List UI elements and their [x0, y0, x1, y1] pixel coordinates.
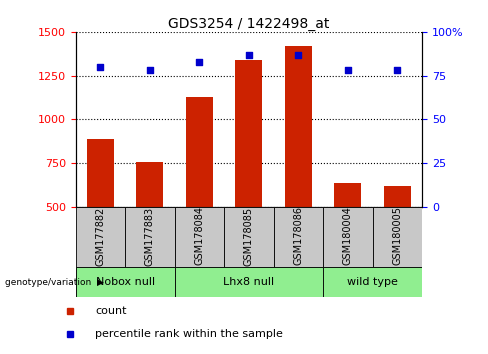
FancyBboxPatch shape — [373, 207, 422, 267]
Text: GSM178085: GSM178085 — [244, 206, 254, 266]
Point — [196, 59, 203, 64]
Text: GSM178086: GSM178086 — [293, 206, 304, 266]
Bar — [235, 60, 263, 207]
FancyBboxPatch shape — [76, 207, 125, 267]
Text: Nobox null: Nobox null — [96, 277, 155, 287]
FancyBboxPatch shape — [175, 267, 323, 297]
FancyBboxPatch shape — [125, 207, 175, 267]
Title: GDS3254 / 1422498_at: GDS3254 / 1422498_at — [168, 17, 329, 31]
Point — [97, 64, 104, 70]
FancyBboxPatch shape — [76, 267, 422, 297]
FancyBboxPatch shape — [175, 207, 224, 267]
Text: genotype/variation  ▶: genotype/variation ▶ — [5, 278, 104, 287]
FancyBboxPatch shape — [274, 207, 323, 267]
Bar — [285, 46, 312, 207]
Bar — [334, 183, 362, 207]
FancyBboxPatch shape — [323, 267, 422, 297]
Text: GSM180005: GSM180005 — [392, 206, 403, 266]
Text: Lhx8 null: Lhx8 null — [224, 277, 274, 287]
Text: GSM180004: GSM180004 — [343, 206, 353, 266]
Point — [294, 52, 302, 57]
FancyBboxPatch shape — [76, 267, 175, 297]
Text: percentile rank within the sample: percentile rank within the sample — [95, 329, 283, 339]
Point — [344, 68, 352, 73]
FancyBboxPatch shape — [323, 207, 372, 267]
FancyBboxPatch shape — [224, 207, 274, 267]
Text: wild type: wild type — [347, 277, 398, 287]
Bar — [136, 161, 163, 207]
Bar — [186, 97, 213, 207]
Point — [245, 52, 253, 57]
Text: count: count — [95, 306, 126, 316]
Text: GSM178084: GSM178084 — [194, 206, 204, 266]
Point — [146, 68, 154, 73]
Text: GSM177883: GSM177883 — [145, 206, 155, 266]
Bar — [87, 139, 114, 207]
Point — [393, 68, 401, 73]
Text: GSM177882: GSM177882 — [95, 206, 105, 266]
Bar — [384, 186, 411, 207]
